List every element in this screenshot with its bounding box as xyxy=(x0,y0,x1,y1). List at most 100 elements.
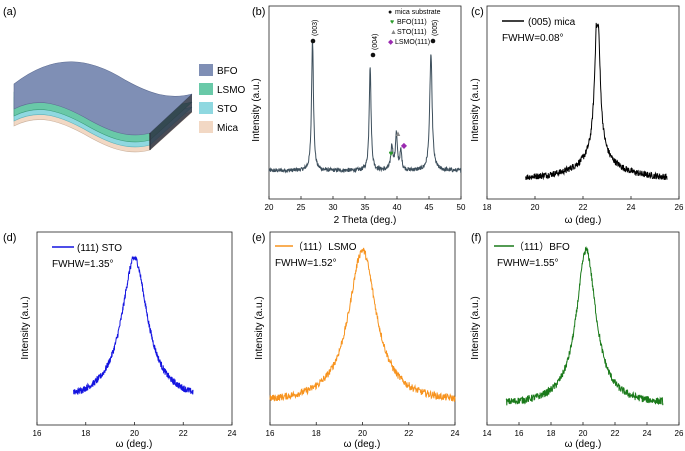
xtick-label-b-1: 25 xyxy=(297,203,306,212)
peak-005: (005) xyxy=(430,20,439,44)
legend-swatch-sto xyxy=(199,102,213,114)
curve-d xyxy=(73,255,194,395)
panel-e: (e) 16 18 20 22 24 ω (deg.) Intensity (a.u.)… xyxy=(252,231,460,450)
peak-marker-004 xyxy=(370,52,376,58)
xtick-label-f-3: 20 xyxy=(579,429,588,438)
xtick-label-b-0: 20 xyxy=(265,203,274,212)
peak-label-003: (003) xyxy=(312,20,319,36)
xtick-label-c-1: 20 xyxy=(531,203,540,212)
xlabel-d: ω (deg.) xyxy=(116,439,153,450)
curve-e xyxy=(269,247,456,402)
fwhm-e: FWHW=1.52° xyxy=(275,258,337,269)
xtick-label-d-3: 22 xyxy=(179,429,188,438)
xtick-label-b-4: 40 xyxy=(393,203,402,212)
xtick-label-f-2: 18 xyxy=(547,429,556,438)
bfo-peak-marker: ♥ xyxy=(389,149,394,158)
bfo-layer xyxy=(13,61,193,136)
xtick-label-d-1: 18 xyxy=(81,429,90,438)
xtick-label-b-3: 35 xyxy=(361,203,370,212)
ylabel-c: Intensity (a.u.) xyxy=(470,78,481,141)
legend-symbol-sto: ▲ xyxy=(390,29,397,36)
xtick-label-c-0: 18 xyxy=(483,203,492,212)
series-name-f: （111）BFO xyxy=(514,241,570,253)
xtick-label-e-4: 24 xyxy=(451,429,460,438)
xtick-label-e-1: 18 xyxy=(312,429,321,438)
ylabel-d: Intensity (a.u.) xyxy=(20,296,31,359)
legend-symbol-lsmo: ◆ xyxy=(388,39,394,46)
peak-marker-003 xyxy=(310,38,316,44)
peak-004: (004) xyxy=(370,34,379,58)
lsmo-peak-marker: ◆ xyxy=(401,141,408,150)
xtick-label-d-2: 20 xyxy=(130,429,139,438)
curve-b xyxy=(268,42,462,174)
fwhm-c: FWHW=0.08° xyxy=(502,33,564,44)
peak-markers-films: ♥ ▲ ◆ xyxy=(389,129,408,158)
xtick-label-c-3: 24 xyxy=(627,203,636,212)
xtick-label-b-6: 50 xyxy=(457,203,466,212)
xlabel-e: ω (deg.) xyxy=(344,439,381,450)
panel-label-e: (e) xyxy=(252,232,265,244)
panel-f: (f) 14 16 18 20 22 24 26 ω (deg.) Intensity (a… xyxy=(470,231,684,450)
panel-label-b: (b) xyxy=(252,6,265,18)
panel-a: (a) BFO LSMO STO Mica xyxy=(3,6,246,153)
legend-text-mica: Mica xyxy=(217,123,239,134)
xticks-d: 16 18 20 22 24 xyxy=(33,422,237,438)
legend-symbol-mica: ● xyxy=(388,9,392,16)
legend-symbol-bfo: ♥ xyxy=(390,19,394,26)
xticks-e: 16 18 20 22 24 xyxy=(266,422,460,438)
panel-label-a: (a) xyxy=(3,6,16,18)
fwhm-f: FWHW=1.55° xyxy=(497,258,559,269)
panel-d: (d) 16 18 20 22 24 ω (deg.) Intensity (a.u.)… xyxy=(3,231,237,450)
xticks-f: 14 16 18 20 22 24 26 xyxy=(483,422,684,438)
film-edge-top xyxy=(150,94,192,150)
legend-text-lsmo111: LSMO(111) xyxy=(395,39,430,46)
xlabel-f: ω (deg.) xyxy=(565,439,602,450)
panel-c: (c) 18 20 22 24 26 ω (deg.) Intensity (a.u.)… xyxy=(470,5,684,226)
xtick-label-c-2: 22 xyxy=(579,203,588,212)
layered-film-illustration xyxy=(13,61,193,153)
legend-text-bfo: BFO xyxy=(217,66,238,77)
peak-label-005: (005) xyxy=(432,20,439,36)
xtick-label-f-5: 24 xyxy=(643,429,652,438)
xlabel-b: 2 Theta (deg.) xyxy=(334,215,397,226)
panel-label-f: (f) xyxy=(471,232,481,244)
xtick-label-f-1: 16 xyxy=(515,429,524,438)
legend-text-mica-substrate: mica substrate xyxy=(395,9,441,16)
curve-f xyxy=(505,246,664,406)
xtick-label-e-2: 20 xyxy=(358,429,367,438)
series-name-e: （111）LSMO xyxy=(293,241,357,253)
xtick-label-b-5: 45 xyxy=(425,203,434,212)
xtick-label-f-0: 14 xyxy=(483,429,492,438)
peak-label-004: (004) xyxy=(372,34,379,50)
xtick-label-c-4: 26 xyxy=(675,203,684,212)
xtick-label-f-6: 26 xyxy=(675,429,684,438)
panel-b: (b) 20 25 30 35 40 45 50 2 Theta (deg.) Intens… xyxy=(251,5,466,226)
series-name-c: (005) mica xyxy=(528,17,576,28)
legend-text-sto111: STO(111) xyxy=(397,29,427,36)
series-name-d: (111) STO xyxy=(77,243,122,254)
legend-swatch-lsmo xyxy=(199,83,213,95)
sto-peak-marker: ▲ xyxy=(394,129,402,138)
panel-label-d: (d) xyxy=(3,232,16,244)
ylabel-e: Intensity (a.u.) xyxy=(254,296,265,359)
xticks-b: 20 25 30 35 40 45 50 xyxy=(265,196,466,212)
legend-a: BFO LSMO STO Mica xyxy=(199,64,246,134)
xtick-label-e-3: 22 xyxy=(404,429,413,438)
ylabel-b: Intensity (a.u.) xyxy=(251,78,262,141)
fwhm-d: FWHW=1.35° xyxy=(52,259,114,270)
curve-c xyxy=(525,22,668,181)
legend-swatch-mica xyxy=(199,121,213,133)
ylabel-f: Intensity (a.u.) xyxy=(470,296,481,359)
xticks-c: 18 20 22 24 26 xyxy=(483,196,684,212)
legend-b: ● mica substrate ♥ BFO(111) ▲ STO(111) ◆… xyxy=(388,9,441,46)
xtick-label-d-4: 24 xyxy=(228,429,237,438)
xtick-label-f-4: 22 xyxy=(611,429,620,438)
legend-text-bfo111: BFO(111) xyxy=(397,19,427,26)
peak-marker-005 xyxy=(430,38,436,44)
xlabel-c: ω (deg.) xyxy=(565,215,602,226)
legend-swatch-bfo xyxy=(199,64,213,76)
legend-text-lsmo: LSMO xyxy=(217,85,246,96)
panel-label-c: (c) xyxy=(471,6,484,18)
xtick-label-e-0: 16 xyxy=(266,429,275,438)
